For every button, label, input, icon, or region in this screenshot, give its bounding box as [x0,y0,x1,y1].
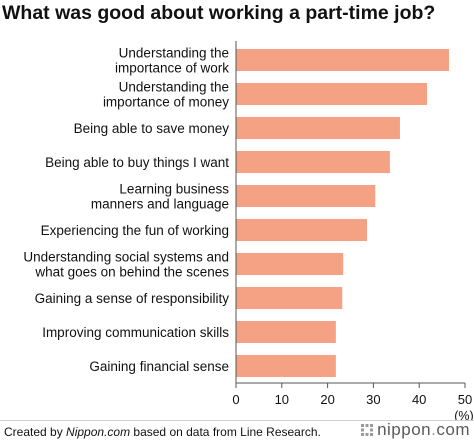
category-label-line: what goes on behind the scenes [34,265,229,280]
category-label-line: Learning business [119,182,229,197]
x-tick-label: 20 [320,392,334,407]
brand-dot: . [431,420,437,439]
bar-chart: Understanding the importance of workUnder… [23,41,474,420]
x-tick-label: 50 [458,392,472,407]
category-label-line: Experiencing the fun of working [41,223,229,238]
x-tick-label: 10 [275,392,289,407]
x-unit-label: (%) [454,409,473,420]
category-label-line: Improving communication skills [42,325,229,340]
category-label: Gaining financial sense [89,359,229,374]
category-label-line: Being able to buy things I want [45,155,229,170]
footer-divider [0,420,474,421]
category-label: Learning business manners and language [91,182,229,212]
category-label-line: Gaining a sense of responsibility [35,291,230,306]
category-label-line: importance of money [103,95,229,110]
bar [236,83,427,105]
category-label-line: Understanding the [119,80,229,95]
category-label: Understanding the importance of work [115,46,229,76]
category-label-line: Understanding social systems and [23,250,229,265]
x-tick-label: 0 [232,392,239,407]
category-label: Gaining a sense of responsibility [35,291,230,306]
category-label-line: Understanding the [119,46,229,61]
bar [236,185,376,207]
category-label-line: importance of work [115,61,229,76]
bar [236,219,367,241]
credit-site: Nippon.com [66,425,131,439]
bar [236,49,449,71]
bar [236,321,336,343]
category-label: Being able to buy things I want [45,155,229,170]
source-credit: Created by Nippon.com based on data from… [4,425,321,440]
brand-mark-icon [361,424,374,436]
category-label-line: Gaining financial sense [89,359,229,374]
category-label-line: manners and language [91,197,229,212]
category-label: Understanding social systems and what goe… [23,250,229,280]
x-tick-label: 40 [412,392,426,407]
bar [236,287,343,309]
brand-tld: com [436,420,470,439]
category-label: Being able to save money [74,121,230,136]
bar [236,253,344,275]
brand-name: nippon [377,420,432,439]
credit-prefix: Created by [4,425,67,439]
category-label: Understanding the importance of money [103,80,229,110]
credit-suffix: based on data from Line Research. [130,425,321,439]
nippon-logo: nippon.com [360,420,470,440]
category-label-line: Being able to save money [74,121,230,136]
category-label: Improving communication skills [42,325,229,340]
bar [236,151,390,173]
chart-title: What was good about working a part-time … [2,2,436,24]
bar [236,117,400,139]
x-tick-label: 30 [366,392,380,407]
bar [236,355,336,377]
category-label: Experiencing the fun of working [41,223,229,238]
